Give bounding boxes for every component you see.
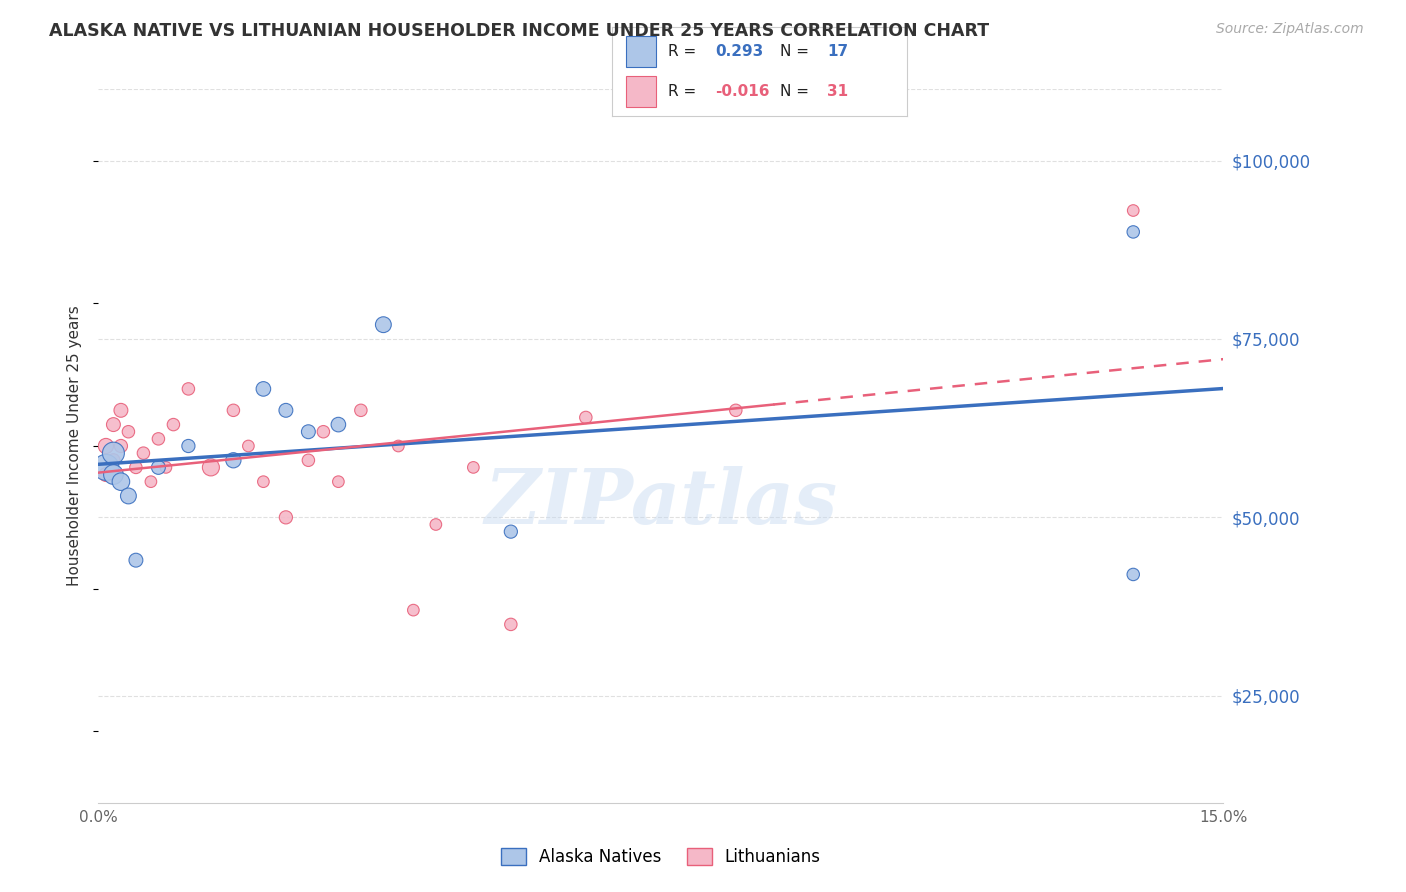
Point (238, 439, 260, 453)
Point (148, 460, 170, 475)
Point (387, 439, 409, 453)
Point (274, 510, 297, 524)
Point (252, 382, 274, 396)
Legend: Alaska Natives, Lithuanians: Alaska Natives, Lithuanians (494, 841, 828, 873)
Point (110, 475, 132, 489)
Point (139, 475, 162, 489)
Point (274, 403, 297, 417)
Point (125, 460, 148, 475)
Text: 0.293: 0.293 (716, 44, 763, 59)
Point (297, 453, 319, 467)
Point (132, 446, 155, 460)
Text: -0.016: -0.016 (716, 84, 769, 99)
Text: ZIPatlas: ZIPatlas (484, 467, 838, 540)
Point (117, 489, 139, 503)
Point (463, 460, 485, 475)
Point (148, 432, 170, 446)
Text: Source: ZipAtlas.com: Source: ZipAtlas.com (1216, 22, 1364, 37)
Point (373, 318, 395, 332)
Point (125, 553, 148, 567)
Point (328, 417, 350, 432)
Text: N =: N = (780, 84, 808, 99)
Text: R =: R = (668, 44, 696, 59)
Text: R =: R = (668, 84, 696, 99)
Point (1122, 203, 1144, 218)
Point (177, 439, 200, 453)
Point (402, 603, 425, 617)
Bar (627, 76, 655, 107)
Point (103, 453, 125, 467)
Point (575, 410, 598, 425)
Point (94, 460, 117, 475)
Point (1122, 225, 1144, 239)
Point (350, 403, 373, 417)
Point (103, 446, 125, 460)
Point (222, 403, 245, 417)
Text: N =: N = (780, 44, 808, 59)
Point (1122, 567, 1144, 582)
Point (117, 425, 139, 439)
Point (94, 439, 117, 453)
Point (328, 475, 350, 489)
Point (110, 439, 132, 453)
Text: ALASKA NATIVE VS LITHUANIAN HOUSEHOLDER INCOME UNDER 25 YEARS CORRELATION CHART: ALASKA NATIVE VS LITHUANIAN HOUSEHOLDER … (49, 22, 990, 40)
Point (499, 524, 522, 539)
Point (297, 425, 319, 439)
Text: 31: 31 (827, 84, 848, 99)
Point (177, 382, 200, 396)
Bar (627, 36, 655, 67)
Point (103, 467, 125, 482)
Point (103, 417, 125, 432)
Point (200, 460, 222, 475)
Point (252, 475, 274, 489)
Y-axis label: Householder Income Under 25 years: Householder Income Under 25 years (67, 306, 83, 586)
Point (499, 617, 522, 632)
Point (162, 417, 184, 432)
Point (425, 517, 447, 532)
Point (110, 403, 132, 417)
Text: 17: 17 (827, 44, 848, 59)
Point (94, 467, 117, 482)
Point (724, 403, 747, 417)
Point (155, 460, 177, 475)
Point (222, 453, 245, 467)
Point (312, 425, 335, 439)
